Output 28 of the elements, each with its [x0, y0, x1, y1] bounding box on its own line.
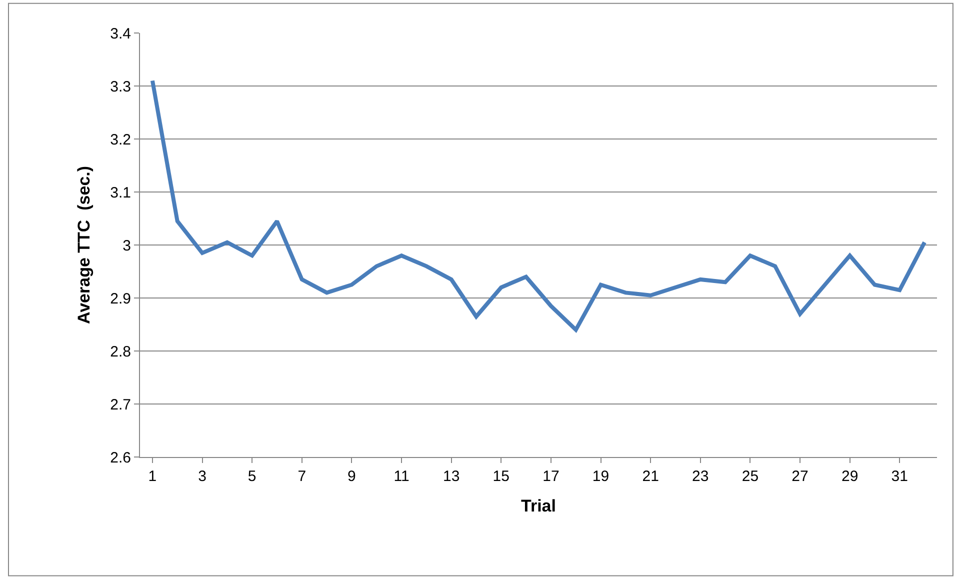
- x-tick-label: 25: [742, 468, 759, 485]
- x-tick-label: 29: [841, 468, 858, 485]
- x-tick-label: 3: [198, 468, 206, 485]
- x-tick-label: 23: [692, 468, 709, 485]
- x-tick-label: 9: [348, 468, 356, 485]
- x-tick-label: 7: [298, 468, 306, 485]
- x-axis-title: Trial: [521, 496, 556, 516]
- y-tick-label: 2.8: [110, 343, 131, 360]
- x-tick-label: 13: [442, 468, 460, 485]
- x-tick-label: 11: [394, 468, 410, 485]
- x-tick-label: 1: [148, 468, 157, 485]
- y-tick-label: 3.4: [110, 25, 131, 42]
- line-series: [150, 78, 927, 332]
- x-tick-label: 15: [492, 468, 510, 485]
- y-tick-label: 3.3: [110, 78, 131, 96]
- x-tick-label: 21: [642, 468, 659, 485]
- x-tick-label: 5: [248, 468, 256, 485]
- x-tick-label: 27: [792, 468, 808, 485]
- y-tick-label: 2.9: [110, 290, 131, 308]
- y-tick-label: 3.2: [110, 131, 131, 148]
- y-tick-label: 3: [122, 237, 131, 254]
- y-axis-title: Average TTC (sec.): [74, 166, 94, 324]
- x-tick-label: 31: [891, 468, 908, 485]
- x-tick-label: 17: [542, 468, 560, 485]
- y-tick-label: 2.7: [110, 396, 131, 414]
- y-tick-label: 2.6: [110, 449, 131, 466]
- y-tick-label: 3.1: [110, 184, 131, 202]
- x-tick-label: 19: [592, 468, 610, 485]
